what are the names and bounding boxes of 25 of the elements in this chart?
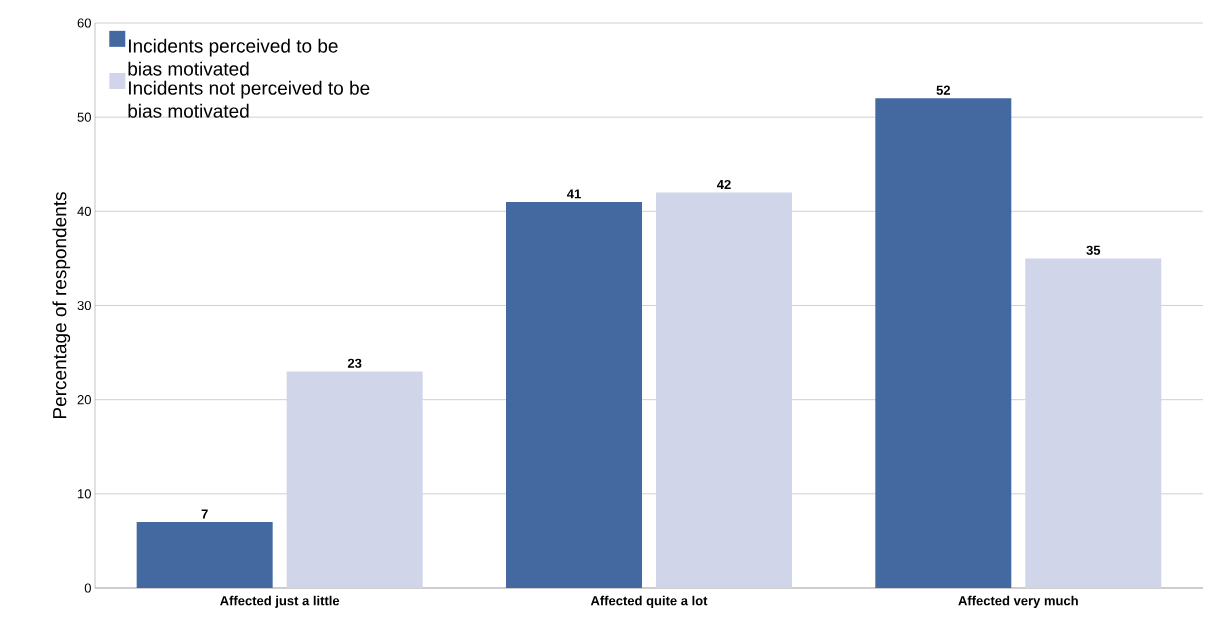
bar xyxy=(505,201,642,588)
data-label: 35 xyxy=(1086,245,1101,255)
bar xyxy=(286,371,423,588)
data-label: 52 xyxy=(936,85,951,95)
y-tick-label: 40 xyxy=(77,206,91,216)
bar xyxy=(1025,258,1162,588)
data-label: 23 xyxy=(347,358,362,368)
y-tick-label: 60 xyxy=(77,18,91,28)
data-label: 41 xyxy=(566,189,581,199)
x-tick-label: Affected quite a lot xyxy=(590,595,708,608)
y-axis-title: Percentage of respondents xyxy=(52,192,71,419)
y-tick-label: 50 xyxy=(77,112,91,122)
bar xyxy=(875,98,1012,588)
legend-label: Incidents not perceived to be bias motivated xyxy=(128,80,370,118)
data-label: 7 xyxy=(201,509,208,519)
y-tick-label: 10 xyxy=(78,489,91,499)
y-tick-label: 0 xyxy=(84,583,91,593)
y-tick-label: 20 xyxy=(77,395,91,405)
bar xyxy=(136,522,273,588)
x-tick-label: Affected very much xyxy=(958,595,1078,608)
bar xyxy=(655,192,792,588)
x-tick-label: Affected just a little xyxy=(220,595,340,608)
data-label: 42 xyxy=(716,179,731,189)
y-tick-label: 30 xyxy=(77,300,91,311)
legend-label: Incidents perceived to be bias motivated xyxy=(128,38,338,76)
